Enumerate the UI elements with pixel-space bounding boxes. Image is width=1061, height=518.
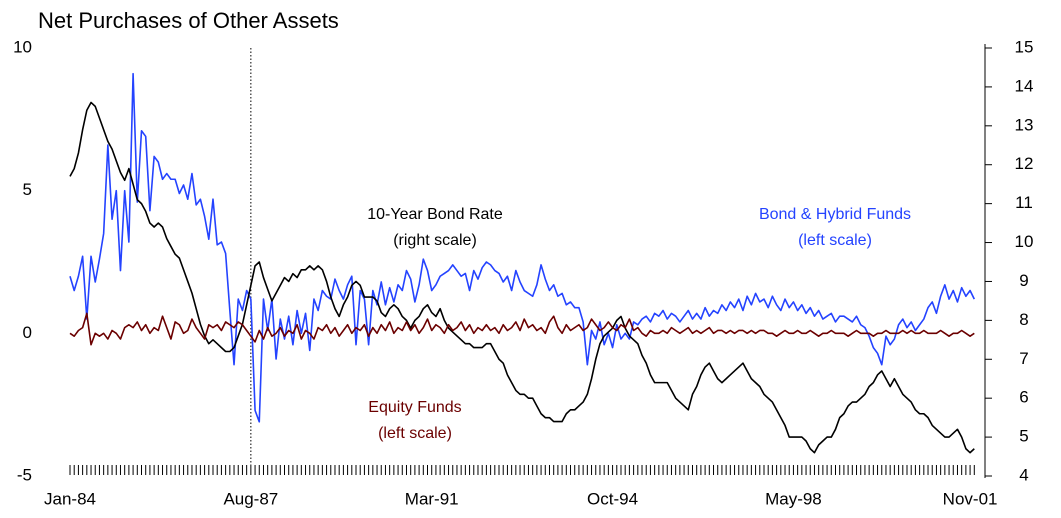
y2-tick-label: 9 [1019, 271, 1028, 290]
chart-title: Net Purchases of Other Assets [38, 8, 339, 33]
annotation: Bond & Hybrid Funds [759, 206, 911, 223]
series-line [69, 101, 975, 454]
x-tick-label: Nov-01 [943, 489, 998, 508]
y-tick-label: -5 [17, 465, 32, 484]
y-tick-label: 5 [23, 180, 32, 199]
y2-tick-label: 6 [1019, 388, 1028, 407]
annotation: Equity Funds [368, 399, 461, 416]
y2-tick-label: 7 [1019, 349, 1028, 368]
y2-tick-label: 8 [1019, 310, 1028, 329]
x-tick-label: Jan-84 [44, 489, 96, 508]
y2-tick-label: 4 [1019, 465, 1028, 484]
x-tick-label: Aug-87 [223, 489, 278, 508]
y2-tick-label: 14 [1015, 76, 1034, 95]
y2-tick-label: 5 [1019, 427, 1028, 446]
annotation: (left scale) [798, 232, 872, 249]
x-tick-label: May-98 [765, 489, 822, 508]
y2-tick-label: 11 [1015, 193, 1033, 212]
y2-tick-label: 15 [1015, 37, 1034, 56]
series-line [69, 312, 975, 346]
series-line [69, 72, 976, 423]
x-tick-label: Mar-91 [405, 489, 459, 508]
annotation: 10-Year Bond Rate [367, 206, 503, 223]
y-tick-label: 10 [13, 37, 32, 56]
y2-tick-label: 13 [1015, 115, 1034, 134]
y2-tick-label: 10 [1015, 232, 1034, 251]
x-tick-label: Oct-94 [587, 489, 638, 508]
annotation: (right scale) [393, 232, 477, 249]
y-tick-label: 0 [23, 323, 32, 342]
annotation: (left scale) [378, 425, 452, 442]
y2-tick-label: 12 [1015, 154, 1034, 173]
